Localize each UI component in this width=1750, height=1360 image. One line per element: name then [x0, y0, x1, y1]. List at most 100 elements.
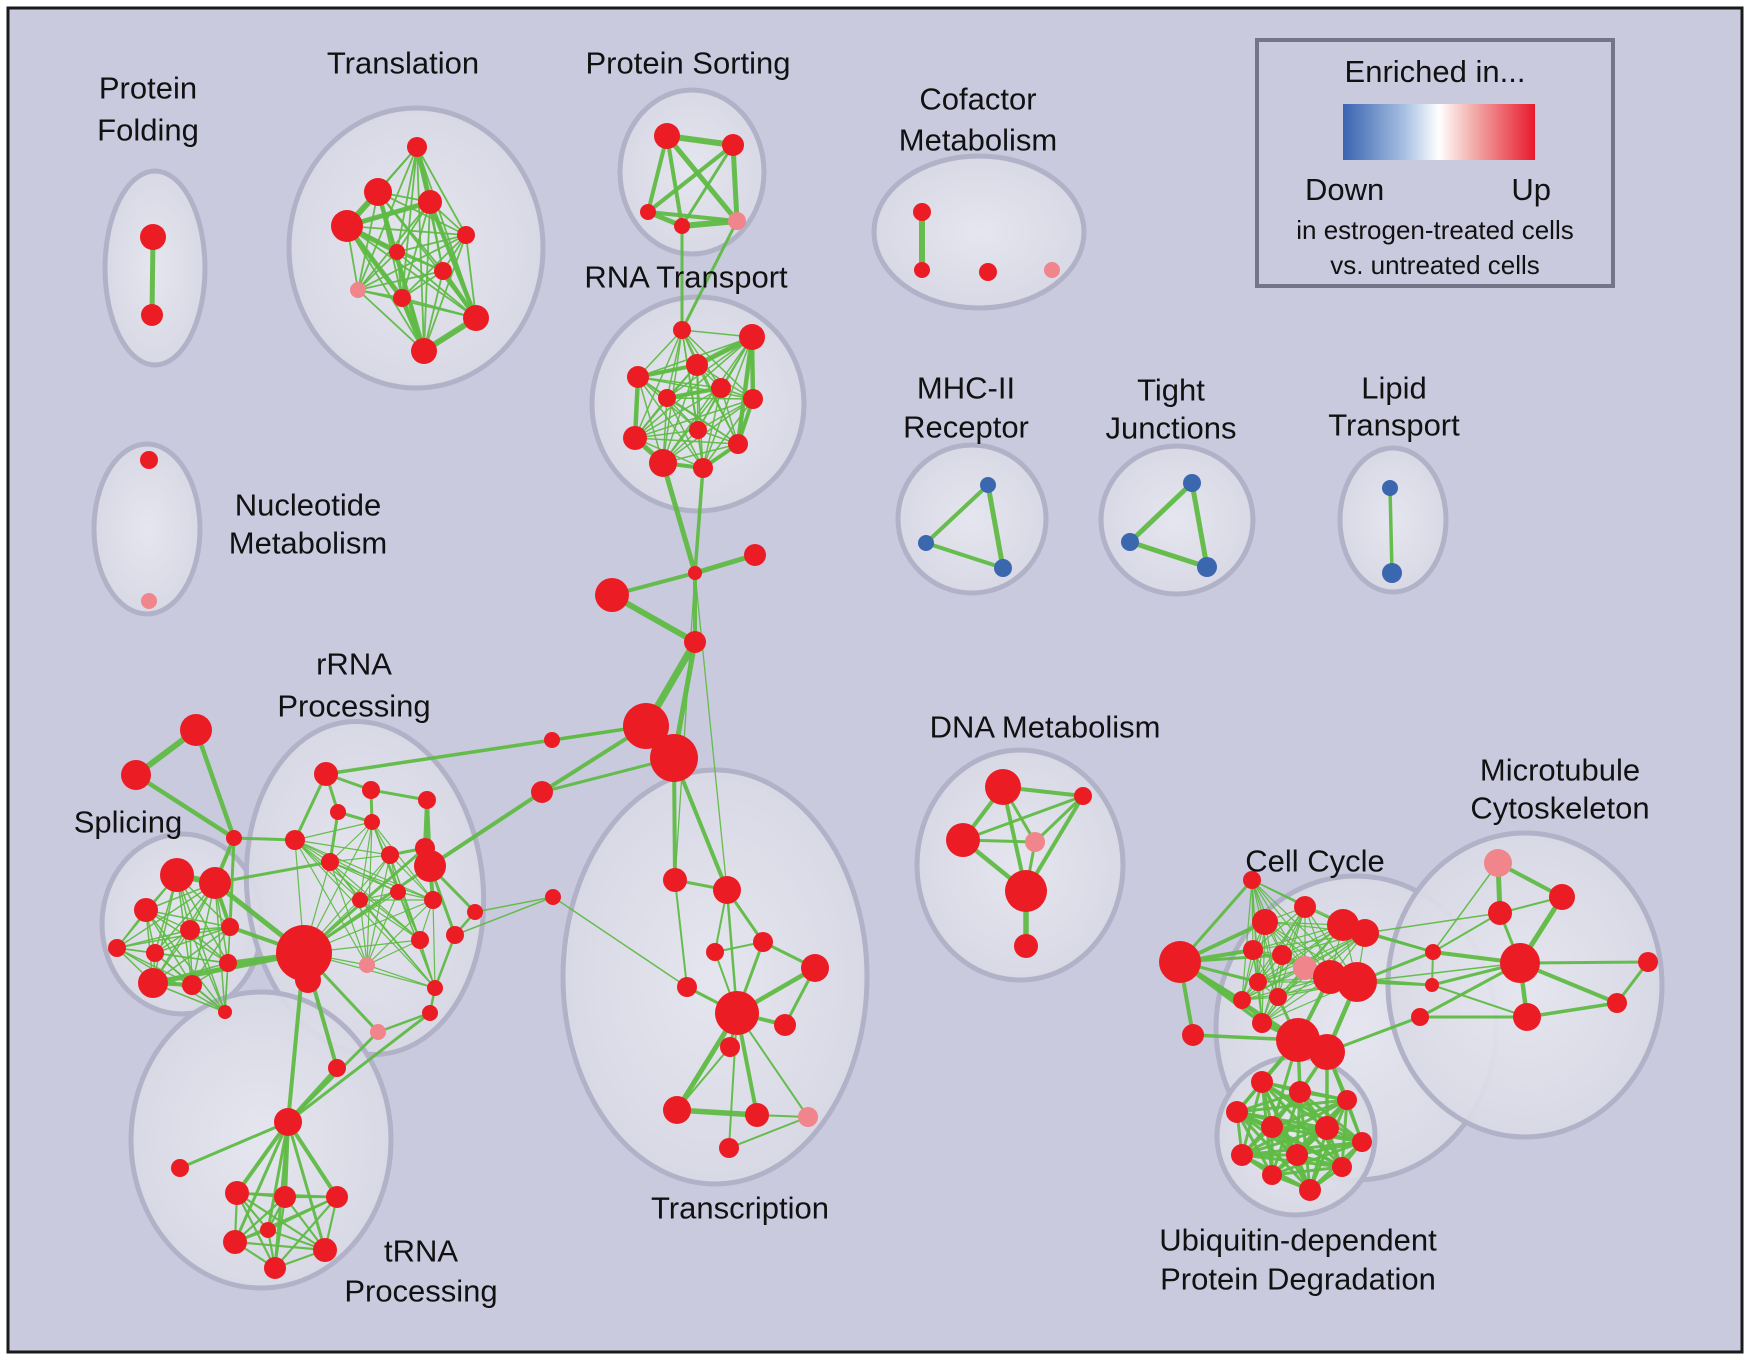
edge-d1-d3 [1033, 794, 1085, 844]
node-rr5 [285, 830, 305, 850]
legend-down-label: Down [1305, 172, 1385, 207]
node-h1 [623, 703, 669, 749]
node-cc6 [1243, 940, 1263, 960]
edge-tl2-tl9 [429, 201, 477, 319]
cluster-label-protein-folding-line2: Folding [97, 113, 199, 148]
edge-th-tr1 [235, 1120, 290, 1195]
edge-tj0-tj2 [1189, 480, 1210, 570]
node-d1 [1074, 787, 1092, 805]
edge-tl0-tl8 [401, 146, 418, 299]
node-r9 [728, 434, 748, 454]
edge-l3-rr14 [454, 896, 554, 936]
edge-rr12-rrp1 [366, 899, 434, 966]
edge-lt0-lt1 [1388, 486, 1394, 575]
node-tc10 [798, 1107, 818, 1127]
cluster-label-microtubule-cytoskeleton-line2: Cytoskeleton [1470, 791, 1649, 826]
edge-rr11-rrp1 [366, 891, 399, 966]
node-cf0 [913, 203, 931, 221]
node-rr9 [276, 925, 332, 981]
edge-sp3-sp10 [189, 929, 226, 1013]
node-cc3 [1294, 896, 1316, 918]
edge-j0-tc1 [694, 572, 728, 891]
edge-l3-rr15 [474, 896, 554, 913]
edge-h1-rr0 [324, 724, 648, 776]
edge-u6-u10 [1270, 1140, 1364, 1177]
node-x1 [121, 760, 151, 790]
cluster-label-splicing-line1: Splicing [74, 805, 183, 840]
node-rr2 [330, 804, 346, 820]
edge-tr4-tr5 [233, 1240, 327, 1252]
edge-th-tr4 [233, 1120, 290, 1244]
node-cf1 [914, 262, 930, 278]
edge-ps0-ps2 [646, 134, 669, 214]
edge-sp2-sp10 [145, 909, 226, 1013]
node-m0 [1484, 849, 1512, 877]
cluster-label-tight-junctions-line2: Junctions [1106, 411, 1237, 446]
edge-cc2-cc11 [1241, 921, 1266, 1001]
node-d5 [1014, 934, 1038, 958]
node-tl5 [389, 244, 405, 260]
node-r10 [649, 449, 677, 477]
edge-m0-bb1 [1432, 862, 1499, 953]
node-th [274, 1108, 302, 1136]
edge-r1-r10 [662, 336, 753, 464]
node-rr4 [418, 791, 436, 809]
edge-rr10-rr16 [359, 899, 436, 989]
node-tr4 [223, 1230, 247, 1254]
node-u9 [1332, 1157, 1352, 1177]
node-d0 [985, 769, 1021, 805]
cluster-ellipse-tight-junctions [1098, 443, 1256, 597]
node-rn2 [684, 631, 706, 653]
node-tc5 [801, 954, 829, 982]
node-m3 [1500, 943, 1540, 983]
edge-rr6-rrp1 [329, 861, 368, 966]
edge-u9-u10 [1270, 1165, 1344, 1177]
node-lt0 [1382, 480, 1398, 496]
node-rrp2 [370, 1024, 386, 1040]
cluster-label-rrna-processing-line1: rRNA [316, 647, 392, 682]
node-tl0 [407, 137, 427, 157]
node-nm0 [140, 451, 158, 469]
node-sp9 [219, 954, 237, 972]
node-u0 [1251, 1071, 1273, 1093]
edge-tl4-tl9 [465, 234, 477, 319]
cluster-label-cofactor-metabolism-line2: Metabolism [899, 123, 1058, 158]
edge-xj-rr5 [232, 836, 297, 842]
edge-rr13-rrp1 [366, 939, 421, 966]
edge-ps1-ps3 [680, 143, 735, 228]
edge-j0-tc0 [674, 572, 696, 881]
node-tc7 [720, 1037, 740, 1057]
cluster-ellipse-nucleotide-metabolism [91, 441, 203, 617]
cluster-label-protein-sorting-line1: Protein Sorting [585, 46, 790, 81]
edge-mh0-mh1 [924, 483, 990, 545]
node-m1 [1549, 884, 1575, 910]
node-rr15 [467, 904, 483, 920]
node-rr7 [381, 846, 399, 864]
node-j0 [688, 566, 702, 580]
edge-r1-r5 [666, 336, 753, 399]
cluster-label-mhc-ii-receptor-line1: MHC-II [917, 371, 1015, 406]
node-tc1 [713, 876, 741, 904]
edge-cc5-cc10 [1257, 932, 1366, 983]
edge-th-tr3 [286, 1120, 339, 1199]
edge-tr2-tr6 [273, 1195, 287, 1270]
node-rr0 [314, 762, 338, 786]
node-r5 [658, 389, 676, 407]
node-tc6 [774, 1014, 796, 1036]
cluster-label-translation-line1: Translation [327, 46, 479, 81]
edge-r6-r7 [697, 398, 754, 431]
edge-r0-r6 [681, 329, 754, 400]
node-cf2 [979, 263, 997, 281]
edge-u2-u3 [1235, 1098, 1349, 1114]
edge-tj0-tj1 [1127, 480, 1195, 545]
edge-rr17-rrp2 [376, 1011, 432, 1034]
cluster-label-dna-metabolism-line1: DNA Metabolism [930, 710, 1161, 745]
edge-ps1-ps2 [646, 143, 735, 214]
edge-r6-r8 [634, 398, 754, 439]
node-tc4 [677, 977, 697, 997]
node-cc11 [1233, 991, 1251, 1009]
edge-r3-r11 [637, 376, 704, 469]
node-sp3 [180, 920, 200, 940]
node-ccb1 [1276, 1018, 1320, 1062]
